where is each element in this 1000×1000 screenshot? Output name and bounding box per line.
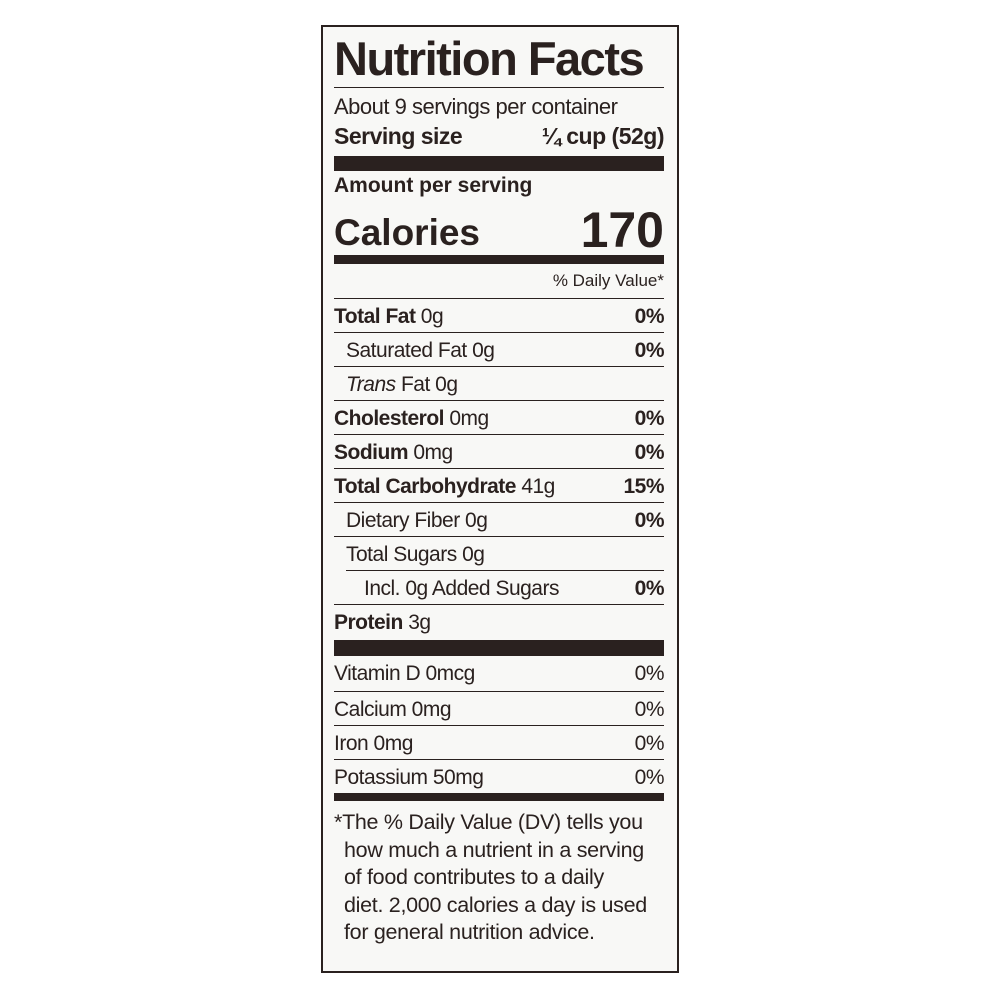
nutrient-name: Incl. 0g Added Sugars (364, 577, 559, 600)
vitamin-daily-value: 0% (634, 766, 665, 789)
nutrient-row: Protein 3g (334, 604, 664, 638)
nutrient-name-amount: Saturated Fat 0g (334, 333, 495, 366)
nutrient-name-suffix: Fat (400, 373, 430, 396)
nutrient-daily-value: 0% (634, 339, 665, 362)
nutrient-name: Cholesterol (334, 407, 445, 430)
nutrient-amount: 0g (420, 305, 444, 328)
nutrient-daily-value: 0% (634, 509, 665, 532)
nutrient-name-amount: Protein 3g (334, 605, 431, 638)
nutrient-daily-value: 0% (634, 577, 665, 600)
nutrient-row: Cholesterol 0mg 0% (334, 400, 665, 434)
nutrient-name: Saturated Fat (346, 339, 467, 362)
nutrient-name: Sodium (334, 441, 409, 464)
nutrient-list: Total Fat 0g 0% Saturated Fat 0g 0% Trans Fa… (334, 298, 665, 638)
nutrient-amount: 0mg (449, 407, 489, 430)
vitamin-daily-value: 0% (634, 698, 665, 721)
serving-size-value: ¼ cup (52g) (541, 123, 665, 149)
nutrient-row: Sodium 0mg 0% (334, 434, 665, 468)
nutrient-row: Dietary Fiber 0g 0% (334, 502, 665, 536)
nutrient-name-amount: Cholesterol 0mg (334, 401, 489, 434)
footnote-line: how much a nutrient in a serving (344, 837, 644, 862)
vitamin-name: Potassium 50mg (334, 766, 484, 789)
nutrient-name-amount: Incl. 0g Added Sugars (346, 571, 559, 604)
vitamin-row: Vitamin D 0mcg 0% (334, 656, 665, 691)
nutrient-row: Incl. 0g Added Sugars 0% (346, 570, 665, 604)
vitamin-name: Iron 0mg (334, 732, 413, 755)
nutrient-row: Saturated Fat 0g 0% (334, 332, 665, 366)
nutrient-amount: 0g (465, 509, 488, 532)
footnote-line: diet. 2,000 calories a day is used (344, 892, 647, 917)
nutrient-name-amount: Total Sugars 0g (334, 537, 485, 570)
nutrient-name-amount: Total Carbohydrate 41g (334, 469, 555, 502)
nutrient-name: Protein (334, 611, 403, 634)
footnote: *The % Daily Value (DV) tells you how muc… (334, 801, 664, 947)
medium-divider (334, 255, 664, 264)
footnote-line: of food contributes to a daily (344, 865, 604, 889)
vitamin-daily-value: 0% (634, 662, 665, 685)
nutrient-name: Trans (346, 373, 396, 396)
calories-label: Calories (334, 212, 481, 253)
nutrient-amount: 3g (408, 611, 431, 634)
nutrient-name: Total Carbohydrate (334, 475, 516, 498)
vitamin-daily-value: 0% (634, 732, 665, 755)
nutrient-row: Total Carbohydrate 41g 15% (334, 468, 664, 502)
nutrient-name-amount: Trans Fat 0g (334, 367, 458, 400)
amount-per-serving: Amount per serving (334, 174, 533, 197)
vitamin-name: Vitamin D 0mcg (334, 662, 475, 685)
nutrient-name: Total Sugars (346, 543, 457, 566)
vitamin-row: Potassium 50mg 0% (334, 759, 665, 793)
vitamin-list: Vitamin D 0mcg 0% Calcium 0mg 0% Iron 0mg 0% P… (334, 656, 665, 793)
nutrient-name-amount: Sodium 0mg (334, 435, 453, 468)
vitamin-row: Iron 0mg 0% (334, 725, 665, 759)
nutrient-name-amount: Total Fat 0g (334, 299, 444, 332)
thick-divider (334, 156, 664, 171)
nutrient-amount: 41g (521, 475, 555, 498)
nutrient-row: Trans Fat 0g (334, 366, 664, 400)
serving-size-label: Serving size (334, 123, 463, 149)
nutrient-name: Dietary Fiber (346, 509, 460, 532)
nutrient-row: Total Fat 0g 0% (334, 298, 665, 332)
thick-divider (334, 640, 664, 656)
label-title: Nutrition Facts (334, 32, 645, 85)
footnote-line: for general nutrition advice. (344, 920, 595, 944)
footnote-line: *The % Daily Value (DV) tells you (334, 810, 643, 834)
calories-value: 170 (580, 202, 664, 258)
nutrient-amount: 0mg (413, 441, 453, 464)
nutrient-name-amount: Dietary Fiber 0g (334, 503, 488, 536)
nutrient-amount: 0g (462, 543, 485, 566)
calories-row: Calories 170 (334, 197, 664, 255)
daily-value-header: % Daily Value* (552, 271, 664, 290)
serving-size: Serving size ¼ cup (52g) (334, 120, 665, 156)
divider (334, 87, 664, 88)
nutrient-daily-value: 0% (634, 305, 665, 328)
nutrient-row: Total Sugars 0g (334, 536, 664, 570)
nutrition-facts-label: Nutrition Facts About 9 servings per con… (321, 25, 679, 973)
servings-per-container: About 9 servings per container (334, 94, 618, 119)
nutrient-name: Total Fat (334, 305, 416, 328)
vitamin-name: Calcium 0mg (334, 698, 452, 721)
nutrient-amount: 0g (472, 339, 495, 362)
nutrient-daily-value: 0% (634, 441, 665, 464)
medium-divider (334, 793, 664, 801)
nutrient-daily-value: 0% (634, 407, 665, 430)
nutrient-amount: 0g (435, 373, 458, 396)
vitamin-row: Calcium 0mg 0% (334, 691, 665, 725)
nutrient-daily-value: 15% (623, 475, 664, 498)
